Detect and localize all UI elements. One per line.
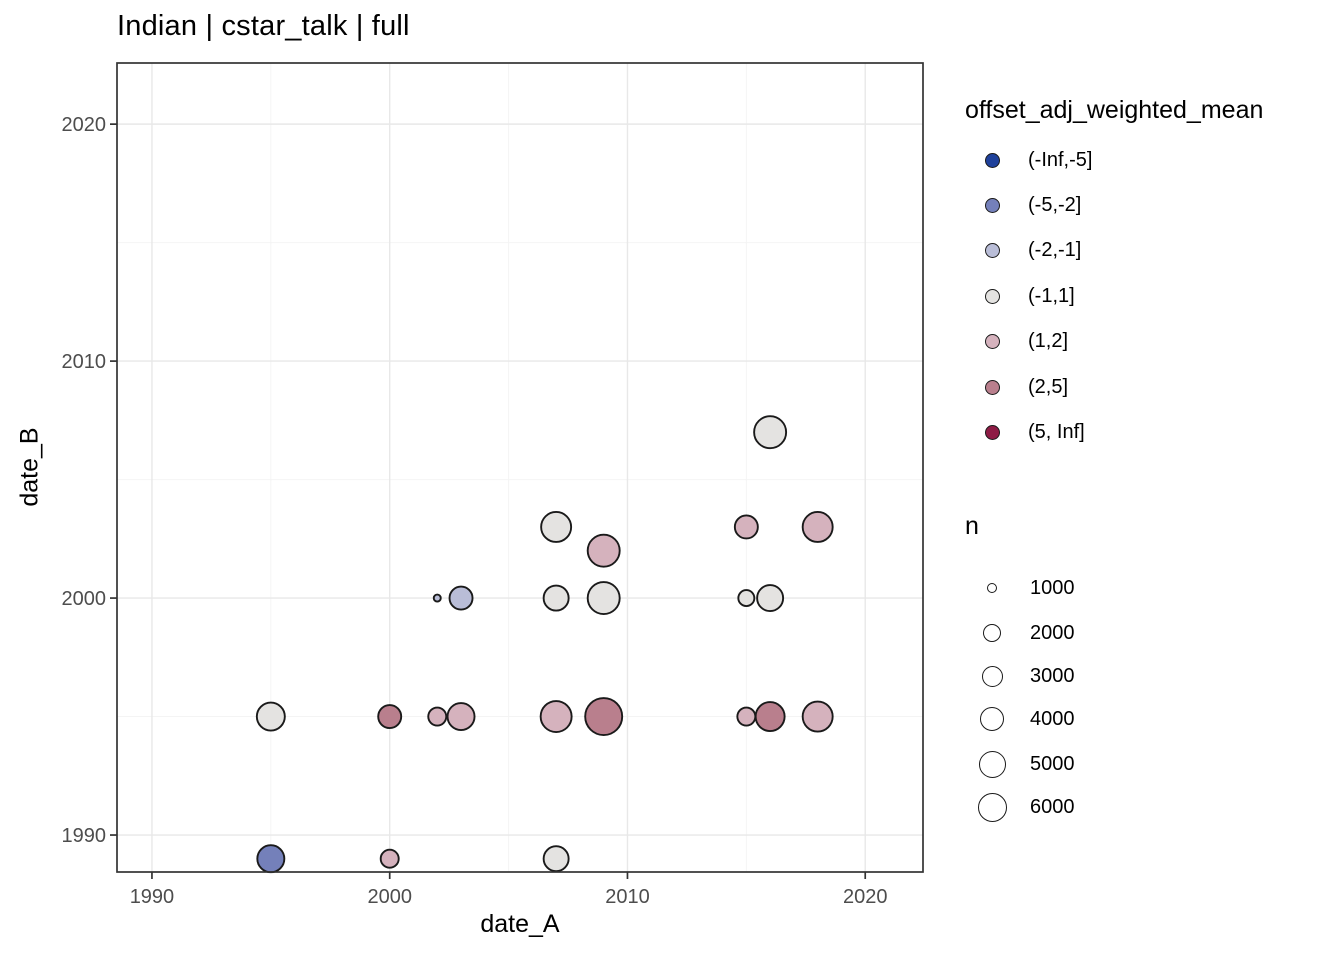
data-point xyxy=(540,511,573,543)
y-tick-label: 2000 xyxy=(62,588,107,610)
data-point xyxy=(542,845,570,873)
data-point xyxy=(256,844,286,874)
data-point xyxy=(542,584,570,612)
data-point xyxy=(756,584,785,613)
data-point xyxy=(801,700,834,733)
color-legend-label: (5, Inf] xyxy=(1028,420,1085,443)
color-legend-label: (2,5] xyxy=(1028,375,1069,398)
data-point xyxy=(432,593,442,603)
size-legend-item: 5000 xyxy=(965,742,1075,786)
panel-border xyxy=(116,62,924,873)
y-tick-label: 2010 xyxy=(62,351,107,373)
size-legend-label: 1000 xyxy=(1030,576,1075,599)
data-point xyxy=(801,511,834,543)
legend-size-circle xyxy=(981,665,1003,687)
x-tick-label: 2010 xyxy=(605,886,650,908)
legend-size-circle xyxy=(983,624,1001,642)
y-tick-label: 2020 xyxy=(62,114,107,136)
color-legend-item: (-1,1] xyxy=(965,274,1075,319)
size-legend-item: 3000 xyxy=(965,654,1075,698)
legend-color-swatch xyxy=(985,379,1000,395)
data-point xyxy=(737,589,756,608)
chart-title: Indian | cstar_talk | full xyxy=(117,10,410,42)
data-point xyxy=(754,701,786,733)
color-legend-item: (2,5] xyxy=(965,365,1068,410)
size-legend-item: 4000 xyxy=(965,697,1075,741)
legend-size-circle xyxy=(978,750,1006,778)
data-point xyxy=(736,706,757,727)
data-point xyxy=(753,415,788,450)
size-legend-item: 6000 xyxy=(965,785,1075,829)
color-legend-title: offset_adj_weighted_mean xyxy=(965,96,1264,124)
data-point xyxy=(255,701,286,732)
color-legend-item: (-Inf,-5] xyxy=(965,138,1092,183)
legend-color-swatch xyxy=(985,334,1000,350)
y-tick-label: 1990 xyxy=(62,825,107,847)
color-legend-label: (-Inf,-5] xyxy=(1028,148,1093,171)
size-legend-label: 6000 xyxy=(1030,795,1075,818)
color-legend-item: (1,2] xyxy=(965,319,1068,364)
data-point xyxy=(446,702,476,732)
x-tick-label: 1990 xyxy=(130,886,175,908)
data-point xyxy=(379,848,400,869)
color-legend-item: (5, Inf] xyxy=(965,410,1085,455)
color-legend-item: (-2,-1] xyxy=(965,228,1081,273)
size-legend-label: 2000 xyxy=(1030,621,1075,644)
legend-color-swatch xyxy=(985,424,1000,440)
color-legend-label: (-1,1] xyxy=(1028,284,1075,307)
legend-color-swatch xyxy=(985,243,1000,259)
data-point xyxy=(448,585,474,611)
color-legend-label: (1,2] xyxy=(1028,330,1069,353)
size-legend-title: n xyxy=(965,512,979,540)
color-legend-label: (-5,-2] xyxy=(1028,193,1082,216)
x-tick-label: 2000 xyxy=(367,886,412,908)
y-axis-title: date_B xyxy=(15,427,44,507)
x-tick-label: 2020 xyxy=(843,886,888,908)
data-point xyxy=(586,581,621,616)
data-point xyxy=(539,700,573,734)
color-legend-item: (-5,-2] xyxy=(965,183,1081,228)
legend-size-circle xyxy=(977,792,1007,822)
data-point xyxy=(377,704,403,730)
legend-color-swatch xyxy=(985,288,1000,304)
data-point xyxy=(586,533,621,568)
size-legend-item: 1000 xyxy=(965,566,1075,610)
size-legend-item: 2000 xyxy=(965,611,1075,655)
x-axis-title: date_A xyxy=(480,910,560,938)
panel-background xyxy=(117,63,923,872)
legend-color-swatch xyxy=(985,152,1000,168)
data-point xyxy=(584,697,624,737)
data-point xyxy=(427,706,448,727)
size-legend-label: 3000 xyxy=(1030,664,1075,687)
legend-color-swatch xyxy=(985,197,1000,213)
data-point xyxy=(733,514,759,540)
legend-size-circle xyxy=(980,707,1004,731)
size-legend-label: 4000 xyxy=(1030,707,1075,730)
color-legend-label: (-2,-1] xyxy=(1028,239,1082,262)
legend-size-circle xyxy=(987,583,997,593)
size-legend-label: 5000 xyxy=(1030,752,1075,775)
